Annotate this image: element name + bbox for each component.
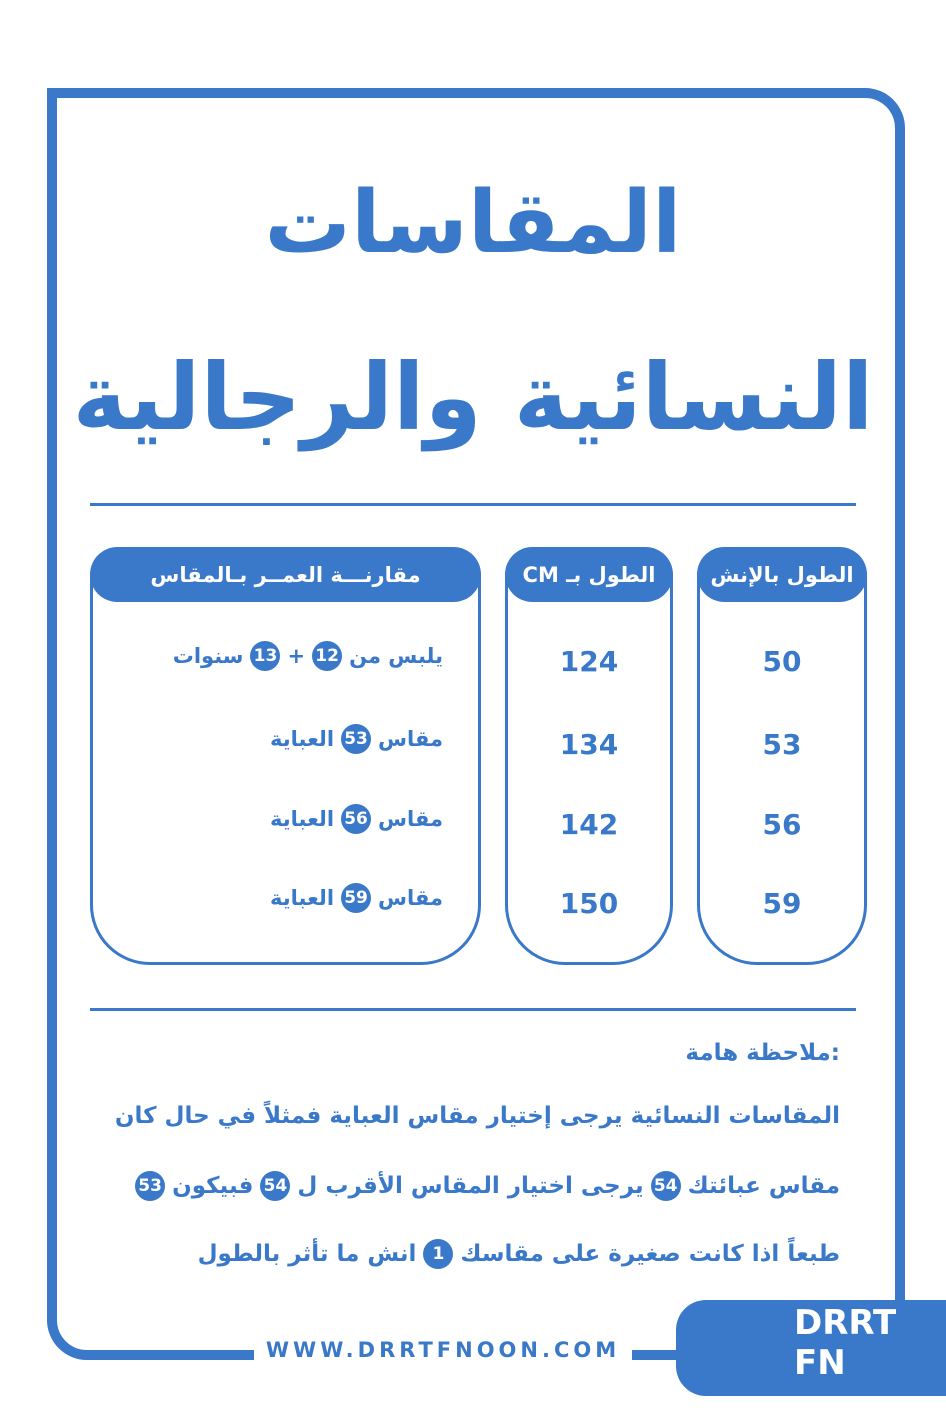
cm-column: الطول بـ CM 124 134 142 150 <box>505 547 673 965</box>
cell: 142 <box>559 808 619 841</box>
inch-column: الطول بالإنش 50 53 56 59 <box>697 547 867 965</box>
text: يرجى اختيار المقاس الأقرب ل <box>297 1173 644 1199</box>
text: مقاس <box>378 886 443 910</box>
text: سنوات <box>172 644 244 668</box>
cell: 56 <box>762 808 802 841</box>
title: المقاسات <box>264 173 682 273</box>
cell: 150 <box>559 887 619 920</box>
text: مقاس <box>378 807 443 831</box>
column-header: الطول بالإنش <box>697 547 867 602</box>
text: المقاسات النسائية يرجى إختيار مقاس العبا… <box>114 1103 840 1129</box>
badge: 1 <box>423 1239 454 1269</box>
badge: 54 <box>650 1171 681 1201</box>
divider <box>90 503 856 506</box>
title: النسائية والرجالية <box>72 344 874 451</box>
age-row: مقاس 53 العباية <box>270 724 443 754</box>
footer: WWW.DRRTFNOON.COM <box>243 1338 643 1362</box>
note-line: مقاس عبائتك 54 يرجى اختيار المقاس الأقرب ل… <box>135 1171 840 1201</box>
cell: 53 <box>762 728 802 761</box>
age-row: مقاس 56 العباية <box>270 804 443 834</box>
text: يلبس من <box>349 644 443 668</box>
cell: 124 <box>559 645 619 678</box>
text: طبعاً اذا كانت صغيرة على مقاسك <box>460 1241 840 1267</box>
column-header: الطول بـ CM <box>505 547 673 602</box>
badge: 53 <box>135 1171 166 1201</box>
text: مقاس <box>378 727 443 751</box>
logo-box: DRRT FN <box>676 1300 946 1396</box>
text: العباية <box>270 886 335 910</box>
badge: 13 <box>250 641 281 671</box>
badge: 56 <box>341 804 372 834</box>
age-row: مقاس 59 العباية <box>270 883 443 913</box>
text: العباية <box>270 727 335 751</box>
cell: 134 <box>559 728 619 761</box>
cell: 59 <box>762 887 802 920</box>
text: فبيكون <box>172 1173 254 1199</box>
age-column: مقارنـــة العمــر بـالمقاس يلبس من 12 +13 سن… <box>90 547 481 965</box>
column-header: مقارنـــة العمــر بـالمقاس <box>90 547 481 602</box>
age-row: يلبس من 12 +13 سنوات <box>173 641 443 671</box>
text: مقاس عبائتك <box>687 1173 840 1199</box>
badge: 54 <box>260 1171 291 1201</box>
cell: 50 <box>762 645 802 678</box>
url: WWW.DRRTFNOON.COM <box>253 1338 633 1362</box>
logo-text: FN <box>794 1343 846 1383</box>
badge: 59 <box>341 883 372 913</box>
note-heading: ملاحظة هامة: <box>685 1040 840 1066</box>
note-line: المقاسات النسائية يرجى إختيار مقاس العبا… <box>115 1103 840 1129</box>
note-line: طبعاً اذا كانت صغيرة على مقاسك 1 انش ما تأ… <box>198 1239 840 1269</box>
badge: 12 <box>312 641 343 671</box>
text: العباية <box>270 807 335 831</box>
text: انش ما تأثر بالطول <box>197 1241 417 1267</box>
text: + <box>287 644 306 668</box>
logo-text: DRRT <box>794 1303 897 1343</box>
divider <box>90 1008 856 1011</box>
badge: 53 <box>341 724 372 754</box>
